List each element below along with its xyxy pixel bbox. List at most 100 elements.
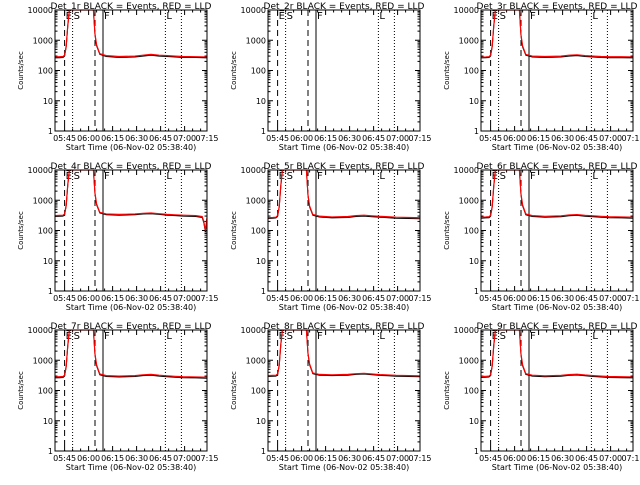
panel-det-1: Det_1r BLACK = Events, RED = LLD Counts/s… [17, 2, 219, 152]
marker-label: S [74, 331, 80, 342]
y-tick-label: 1000 [246, 356, 266, 365]
x-tick-label: 06:15 [527, 454, 550, 463]
y-tick-label: 100 [464, 67, 479, 76]
x-tick-label: 07:15 [621, 454, 640, 463]
marker-label: F [104, 331, 110, 342]
x-tick-label: 06:15 [314, 134, 337, 143]
y-tick-label: 10 [43, 417, 53, 426]
x-axis-label: Start Time (06-Nov-02 05:38:40) [279, 463, 409, 472]
y-tick-label: 10000 [454, 326, 479, 335]
marker-label: L [379, 11, 385, 22]
x-tick-label: 06:00 [77, 294, 100, 303]
x-tick-label: 06:45 [575, 134, 598, 143]
marker-label: F [530, 11, 536, 22]
x-tick-label: 05:45 [479, 134, 502, 143]
marker-label: L [379, 331, 385, 342]
x-tick-label: 07:00 [386, 454, 409, 463]
x-tick-label: 05:45 [53, 134, 76, 143]
x-axis-label: Start Time (06-Nov-02 05:38:40) [492, 303, 622, 312]
x-tick-label: 07:00 [599, 294, 622, 303]
y-tick-label: 1 [474, 127, 479, 136]
x-tick-label: 05:45 [266, 294, 289, 303]
y-axis-label: Counts/sec [443, 211, 451, 250]
x-tick-label: 06:15 [101, 294, 124, 303]
x-tick-label: 07:15 [195, 134, 218, 143]
x-tick-label: 06:15 [314, 294, 337, 303]
marker-label: S [74, 11, 80, 22]
y-tick-label: 10 [43, 257, 53, 266]
panel-det-2: Det_2r BLACK = Events, RED = LLD Counts/s… [230, 2, 432, 152]
y-tick-label: 10 [469, 97, 479, 106]
y-tick-label: 100 [251, 387, 266, 396]
y-axis-label: Counts/sec [17, 371, 25, 410]
y-tick-label: 1000 [459, 196, 479, 205]
series-group [481, 10, 633, 59]
y-tick-label: 1000 [33, 356, 53, 365]
plot-frame [54, 329, 208, 452]
x-tick-label: 07:15 [195, 454, 218, 463]
x-axis-label: Start Time (06-Nov-02 05:38:40) [66, 143, 196, 152]
series-group [481, 170, 633, 219]
panel-det-7: Det_7r BLACK = Events, RED = LLD Counts/s… [17, 322, 219, 472]
y-tick-label: 10 [256, 97, 266, 106]
marker-label: L [166, 11, 172, 22]
marker-label: S [287, 331, 293, 342]
y-axis-label: Counts/sec [230, 371, 238, 410]
y-axis-label: Counts/sec [17, 211, 25, 250]
x-tick-label: 07:15 [408, 454, 431, 463]
panel-title: Det_8r BLACK = Events, RED = LLD [264, 322, 425, 332]
x-tick-label: 06:45 [575, 294, 598, 303]
plot-frame [480, 329, 634, 452]
series-line-lld [481, 330, 633, 378]
series-line-lld [481, 10, 633, 58]
x-tick-label: 06:45 [575, 454, 598, 463]
marker-label: L [166, 331, 172, 342]
y-tick-label: 10000 [241, 6, 266, 15]
x-tick-label: 06:30 [338, 294, 361, 303]
x-tick-label: 05:45 [53, 294, 76, 303]
x-axis-label: Start Time (06-Nov-02 05:38:40) [66, 463, 196, 472]
marker-label: F [317, 11, 323, 22]
x-tick-label: 06:00 [503, 134, 526, 143]
panel-det-4: Det_4r BLACK = Events, RED = LLD Counts/s… [17, 162, 219, 312]
y-tick-label: 1000 [33, 36, 53, 45]
marker-label: F [104, 171, 110, 182]
panel-det-3: Det_3r BLACK = Events, RED = LLD Counts/s… [443, 2, 640, 152]
series-line-lld [55, 170, 207, 231]
x-tick-label: 06:00 [503, 454, 526, 463]
series-group [481, 330, 633, 379]
x-tick-label: 06:30 [338, 134, 361, 143]
x-tick-label: 06:00 [290, 134, 313, 143]
x-tick-label: 06:45 [362, 294, 385, 303]
y-axis-label: Counts/sec [443, 371, 451, 410]
y-tick-label: 10000 [241, 166, 266, 175]
x-axis-label: Start Time (06-Nov-02 05:38:40) [279, 143, 409, 152]
y-tick-label: 1 [261, 287, 266, 296]
panel-title: Det_4r BLACK = Events, RED = LLD [51, 162, 212, 172]
y-tick-label: 10 [43, 97, 53, 106]
x-tick-label: 06:45 [149, 134, 172, 143]
series-group [55, 10, 207, 59]
y-tick-label: 10 [256, 417, 266, 426]
marker-label: F [530, 331, 536, 342]
marker-label: F [317, 171, 323, 182]
x-tick-label: 06:30 [125, 134, 148, 143]
marker-label: S [287, 11, 293, 22]
y-tick-label: 1000 [246, 196, 266, 205]
x-tick-label: 06:45 [149, 454, 172, 463]
y-tick-label: 100 [38, 227, 53, 236]
y-axis-label: Counts/sec [230, 51, 238, 90]
y-tick-label: 1 [48, 127, 53, 136]
x-axis-label: Start Time (06-Nov-02 05:38:40) [279, 303, 409, 312]
marker-label: L [166, 171, 172, 182]
series-group [268, 170, 420, 220]
x-tick-label: 07:00 [599, 134, 622, 143]
marker-label: L [379, 171, 385, 182]
panel-title: Det_7r BLACK = Events, RED = LLD [51, 322, 212, 332]
y-tick-label: 10000 [28, 326, 53, 335]
series-line-lld [268, 330, 420, 377]
y-tick-label: 100 [38, 387, 53, 396]
x-tick-label: 07:00 [386, 294, 409, 303]
x-tick-label: 06:00 [77, 454, 100, 463]
